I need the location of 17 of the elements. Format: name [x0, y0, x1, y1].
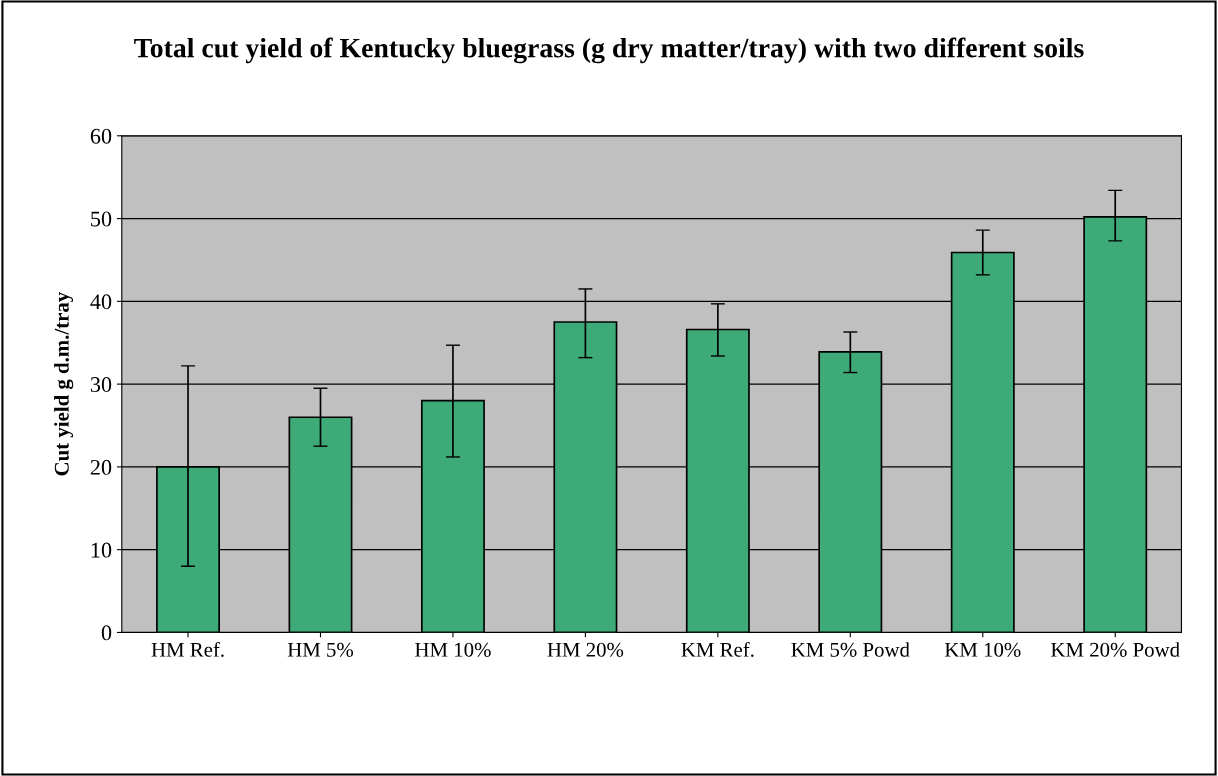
x-tick-label: HM 20%: [547, 642, 624, 657]
y-tick-label: 10: [91, 542, 112, 558]
x-tick-label: HM Ref.: [151, 641, 224, 657]
y-tick-label: 0: [101, 625, 112, 641]
x-tick-label: HM 5%: [287, 642, 354, 657]
x-tick-label: KM 20% Powd: [1051, 642, 1180, 657]
y-tick-label: 50: [91, 211, 112, 227]
y-tick-label: 30: [90, 377, 112, 393]
x-tick-label: KM 5% Powd: [791, 642, 910, 657]
x-tick-label: KM Ref.: [681, 641, 754, 657]
y-tick-label: 20: [90, 459, 112, 475]
y-tick-label: 40: [90, 294, 112, 310]
y-axis-title: Cut yield g d.m./tray: [54, 292, 74, 476]
x-tick-label: HM 10%: [415, 642, 491, 657]
x-tick-label: KM 10%: [944, 642, 1021, 657]
chart-title: Total cut yield of Kentucky bluegrass (g dry matter/tray) with two different soils: [134, 37, 1084, 64]
y-tick-label: 60: [90, 128, 112, 144]
